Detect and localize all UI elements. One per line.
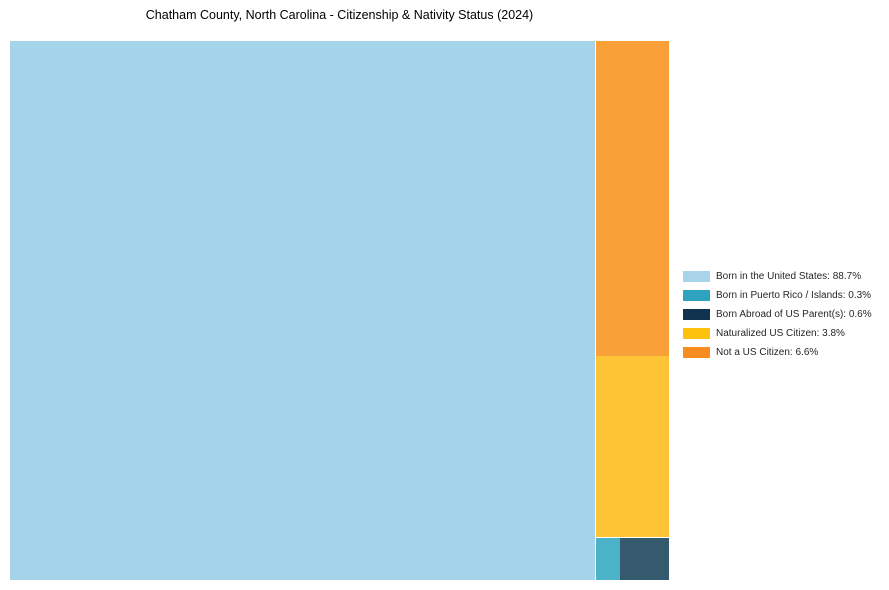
legend-label-born-abroad-of-us-parents: Born Abroad of US Parent(s): 0.6% (716, 309, 872, 320)
legend-swatch-born-in-puerto-rico-islands-icon (683, 290, 710, 301)
legend-item-naturalized-us-citizen: Naturalized US Citizen: 3.8% (683, 324, 872, 343)
treemap-tile-naturalized-us-citizen (596, 356, 669, 537)
legend: Born in the United States: 88.7% Born in… (683, 267, 872, 362)
legend-item-born-in-puerto-rico-islands: Born in Puerto Rico / Islands: 0.3% (683, 286, 872, 305)
treemap-tile-born-abroad-of-us-parents (620, 538, 669, 580)
chart-title: Chatham County, North Carolina - Citizen… (145, 8, 534, 22)
legend-swatch-naturalized-us-citizen-icon (683, 328, 710, 339)
treemap-tile-born-in-puerto-rico-islands (596, 538, 620, 580)
legend-label-not-a-us-citizen: Not a US Citizen: 6.6% (716, 347, 819, 358)
treemap-tile-not-a-us-citizen (596, 41, 669, 356)
legend-item-born-abroad-of-us-parents: Born Abroad of US Parent(s): 0.6% (683, 305, 872, 324)
legend-item-born-in-united-states: Born in the United States: 88.7% (683, 267, 872, 286)
legend-label-born-in-united-states: Born in the United States: 88.7% (716, 271, 862, 282)
legend-swatch-born-in-united-states-icon (683, 271, 710, 282)
legend-label-naturalized-us-citizen: Naturalized US Citizen: 3.8% (716, 328, 845, 339)
legend-item-not-a-us-citizen: Not a US Citizen: 6.6% (683, 343, 872, 362)
legend-swatch-not-a-us-citizen-icon (683, 347, 710, 358)
treemap-tile-born-in-united-states (10, 41, 595, 580)
legend-swatch-born-abroad-of-us-parents-icon (683, 309, 710, 320)
legend-label-born-in-puerto-rico-islands: Born in Puerto Rico / Islands: 0.3% (716, 290, 872, 301)
